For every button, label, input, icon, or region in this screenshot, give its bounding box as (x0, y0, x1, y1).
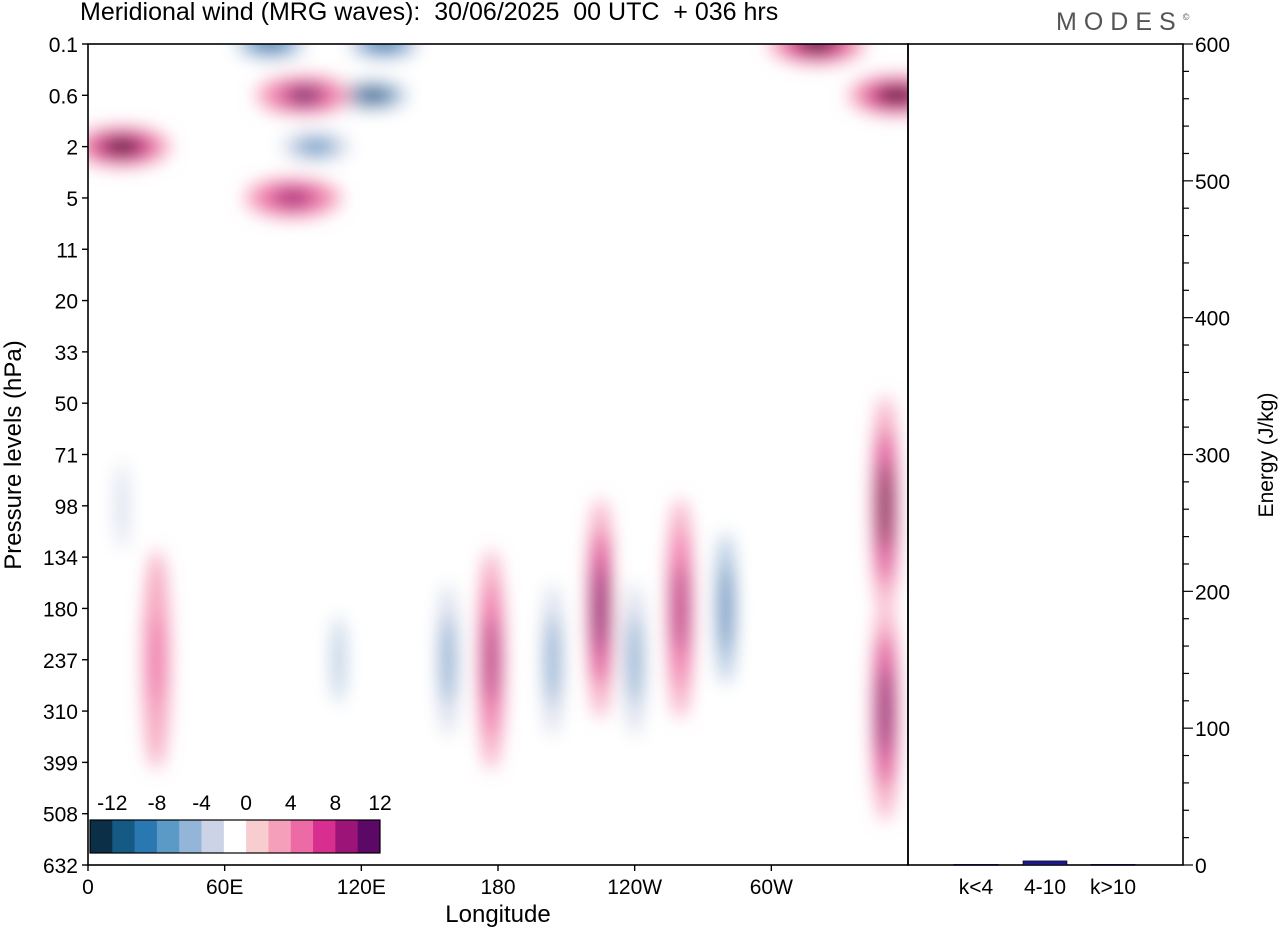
energy-tick-label-3: 300 (1195, 445, 1230, 468)
heatmap-feature-20-2 (333, 615, 344, 704)
y-tick-label-15: 508 (43, 804, 78, 827)
x-tick-label-1: 60E (206, 876, 243, 899)
heatmap-feature-0-2 (102, 138, 142, 155)
y-tick-label-5: 20 (55, 291, 78, 314)
heatmap-feature-2-2 (877, 87, 908, 104)
heatmap-feature-8-2 (273, 189, 313, 206)
colorbar-swatch-12 (357, 820, 381, 853)
x-tick-label-0: 0 (82, 876, 94, 899)
heatmap-feature-11-2 (485, 615, 497, 704)
colorbar-swatch-2 (134, 820, 158, 853)
y-tick-label-14: 399 (43, 752, 78, 775)
colorbar-swatch-6 (223, 820, 247, 853)
colorbar-swatch-8 (268, 820, 292, 853)
heatmap-feature-15-2 (675, 564, 686, 653)
x-tick-label-2: 120E (337, 876, 386, 899)
heatmap-feature-3-2 (251, 44, 290, 52)
energy-category-label-1: 4-10 (1024, 876, 1066, 899)
colorbar-label-2: -4 (192, 792, 211, 815)
modes-logo: MODES© (1056, 8, 1190, 36)
energy-tick-label-2: 200 (1195, 581, 1230, 604)
y-axis-label: Pressure levels (hPa) (0, 340, 27, 569)
energy-bar-2 (1090, 864, 1136, 866)
colorbar-label-3: 0 (240, 792, 252, 815)
energy-tick-label-4: 400 (1195, 308, 1230, 331)
y-tick-label-11: 180 (43, 598, 78, 621)
bar-frame (907, 43, 1184, 866)
energy-axis-label: Energy (J/kg) (1255, 393, 1278, 518)
heatmap-feature-17-2 (880, 667, 891, 756)
colorbar-swatch-11 (335, 820, 359, 853)
y-tick-label-2: 2 (66, 137, 78, 160)
x-tick-label-5: 60W (750, 876, 793, 899)
heatmap-feature-9-2 (880, 461, 891, 550)
colorbar-frame (89, 819, 381, 854)
colorbar-swatch-9 (290, 820, 314, 853)
colorbar-label-0: -12 (97, 792, 127, 815)
colorbar-swatch-4 (179, 820, 203, 853)
colorbar-label-5: 8 (330, 792, 342, 815)
y-tick-label-6: 33 (55, 342, 78, 365)
y-tick-label-7: 50 (55, 393, 78, 416)
colorbar-swatch-3 (156, 820, 180, 853)
colorbar-label-6: 12 (368, 792, 391, 815)
heatmap-feature-13-2 (595, 564, 606, 653)
y-tick-label-1: 0.6 (49, 85, 78, 108)
energy-category-label-0: k<4 (959, 876, 994, 899)
heatmap-feature-4-2 (364, 44, 404, 52)
chart-title: Meridional wind (MRG waves): 30/06/2025 … (80, 0, 779, 26)
y-tick-label-8: 71 (55, 445, 78, 468)
energy-tick-label-5: 500 (1195, 171, 1230, 194)
y-tick-label-9: 98 (55, 496, 78, 519)
heatmap-feature-18-2 (116, 461, 128, 550)
y-tick-label-3: 5 (66, 188, 78, 211)
heatmap-feature-1-2 (797, 44, 837, 52)
heatmap-feature-7-2 (285, 87, 324, 104)
x-tick-label-3: 180 (480, 876, 515, 899)
heatmap-feature-12-2 (547, 615, 558, 704)
colorbar-swatch-1 (112, 820, 136, 853)
heatmap-feature-6-2 (296, 138, 335, 155)
y-tick-label-4: 11 (56, 239, 78, 262)
colorbar-swatch-5 (201, 820, 225, 853)
heatmap-blobs (88, 44, 908, 822)
heatmap-feature-14-2 (629, 615, 640, 704)
colorbar-swatch-0 (90, 820, 113, 853)
y-tick-label-12: 237 (43, 650, 78, 673)
colorbar-label-4: 4 (285, 792, 297, 815)
heatmap-feature-19-2 (151, 615, 162, 704)
energy-bar-1 (1022, 860, 1068, 866)
energy-tick-label-0: 0 (1195, 855, 1207, 878)
y-tick-label-16: 632 (43, 855, 78, 878)
x-tick-label-4: 120W (607, 876, 662, 899)
y-tick-label-0: 0.1 (49, 34, 78, 57)
energy-category-label-2: k>10 (1090, 876, 1136, 899)
colorbar-label-1: -8 (148, 792, 167, 815)
y-tick-label-13: 310 (43, 701, 78, 724)
x-axis-label: Longitude (445, 901, 550, 928)
energy-tick-label-1: 100 (1195, 718, 1230, 741)
colorbar-swatch-7 (246, 820, 269, 853)
energy-tick-label-6: 600 (1195, 34, 1230, 57)
y-tick-label-10: 134 (43, 547, 78, 570)
colorbar-swatch-10 (313, 820, 336, 853)
energy-bar-0 (953, 864, 999, 866)
heatmap-feature-5-2 (353, 87, 392, 104)
heatmap-feature-16-2 (720, 564, 731, 653)
heatmap-feature-10-2 (442, 615, 454, 704)
